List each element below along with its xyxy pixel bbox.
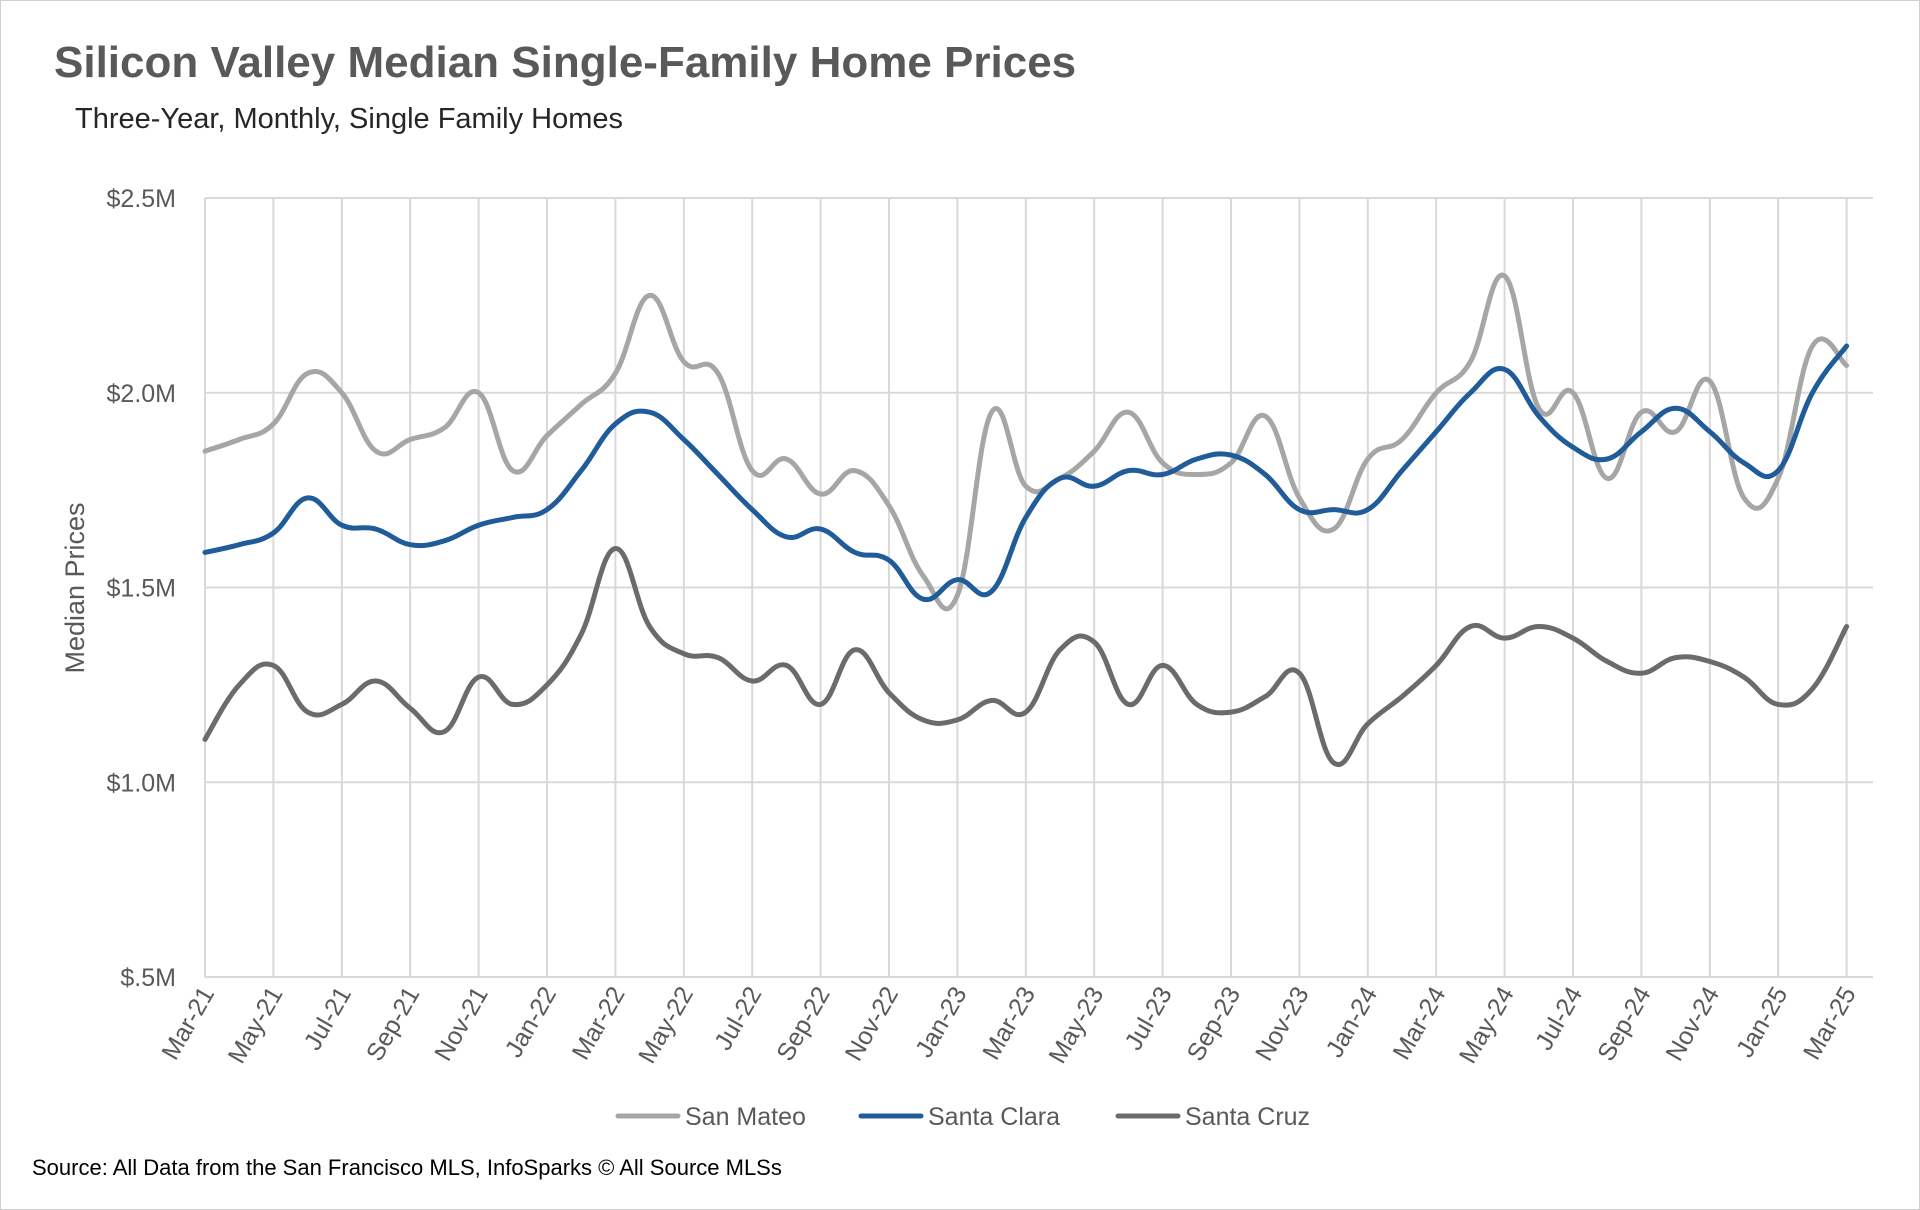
x-tick-label: Nov-23 bbox=[1250, 982, 1315, 1066]
series-line-san-mateo bbox=[202, 272, 1850, 612]
x-tick-label: Sep-23 bbox=[1182, 982, 1247, 1066]
legend-label-santa-clara: Santa Clara bbox=[928, 1103, 1060, 1131]
y-axis-tick-labels: $.5M $1.0M $1.5M $2.0M $2.5M bbox=[107, 185, 176, 992]
x-tick-label: Sep-21 bbox=[361, 982, 426, 1066]
x-tick-label: Nov-24 bbox=[1660, 982, 1725, 1066]
x-tick-label: May-22 bbox=[633, 982, 699, 1068]
x-tick-label: Mar-22 bbox=[567, 982, 631, 1065]
x-tick-label: Mar-23 bbox=[977, 982, 1041, 1065]
chart-title: Silicon Valley Median Single-Family Home… bbox=[54, 38, 1077, 87]
y-tick-label: $1.0M bbox=[107, 769, 176, 797]
x-tick-label: Jul-24 bbox=[1530, 982, 1588, 1055]
y-tick-label: $2.5M bbox=[107, 185, 176, 213]
x-tick-label: Nov-22 bbox=[840, 982, 905, 1066]
x-tick-label: Mar-25 bbox=[1798, 982, 1862, 1065]
horizontal-gridlines bbox=[205, 197, 1873, 978]
series-line-santa-clara bbox=[202, 343, 1850, 603]
y-tick-label: $.5M bbox=[120, 964, 176, 992]
x-tick-label: Jan-22 bbox=[500, 982, 562, 1062]
vertical-gridlines bbox=[204, 198, 1848, 977]
x-tick-label: May-24 bbox=[1454, 982, 1520, 1068]
line-chart: $.5M$1.0M$1.5M$2.0M$2.5M Mar-21 May-21 Jul… bbox=[60, 185, 1873, 1131]
legend: San Mateo Santa Clara Santa Cruz bbox=[615, 1103, 1310, 1131]
series-line-santa-cruz bbox=[202, 546, 1850, 768]
x-tick-label: May-21 bbox=[223, 982, 289, 1068]
x-tick-label: Sep-24 bbox=[1592, 982, 1657, 1066]
x-tick-label: Jan-24 bbox=[1321, 982, 1384, 1062]
x-tick-label: Sep-22 bbox=[771, 982, 836, 1066]
x-tick-label: Jul-22 bbox=[709, 982, 767, 1055]
x-tick-label: Mar-21 bbox=[156, 982, 220, 1065]
x-tick-label: Jul-21 bbox=[299, 982, 357, 1055]
series-lines bbox=[202, 272, 1850, 768]
x-axis-tick-labels: Mar-21 May-21 Jul-21 Sep-21 Nov-21 Jan-22 Mar-… bbox=[156, 982, 1861, 1068]
y-tick-label: $2.0M bbox=[107, 380, 176, 408]
chart-subtitle: Three-Year, Monthly, Single Family Homes bbox=[75, 103, 623, 135]
x-tick-label: Jul-23 bbox=[1120, 982, 1178, 1055]
x-tick-label: Jan-23 bbox=[910, 982, 972, 1062]
y-tick-label: $1.5M bbox=[107, 575, 176, 603]
legend-label-san-mateo: San Mateo bbox=[685, 1103, 806, 1131]
x-tick-label: Mar-24 bbox=[1388, 982, 1452, 1065]
y-axis-label: Median Prices bbox=[60, 502, 90, 673]
x-tick-label: Jan-25 bbox=[1731, 982, 1793, 1062]
legend-label-santa-cruz: Santa Cruz bbox=[1185, 1103, 1310, 1131]
x-tick-label: May-23 bbox=[1043, 982, 1109, 1068]
x-tick-label: Nov-21 bbox=[429, 982, 494, 1066]
source-note: Source: All Data from the San Francisco … bbox=[32, 1155, 782, 1180]
